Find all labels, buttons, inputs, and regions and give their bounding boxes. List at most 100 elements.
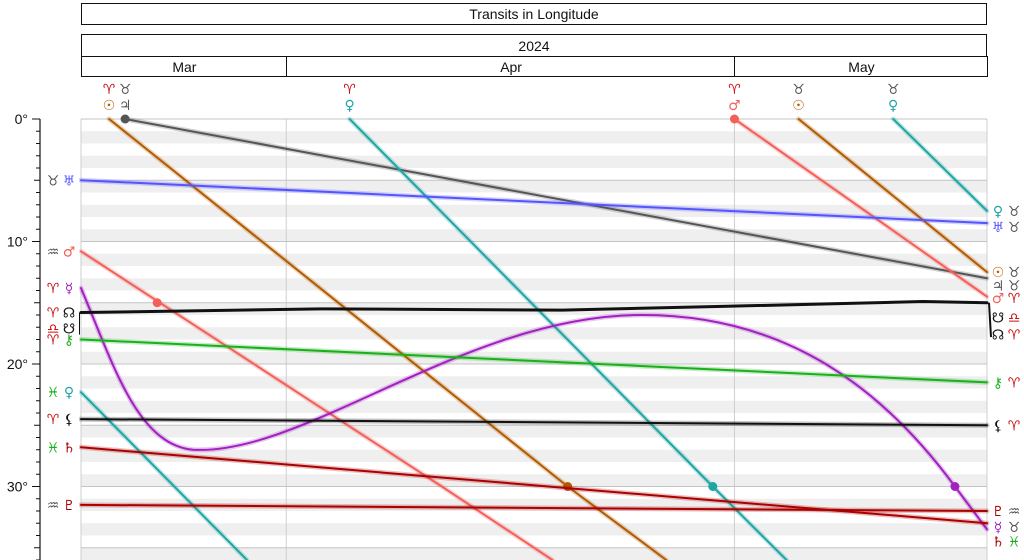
top-label-sign: ♉ bbox=[887, 82, 900, 98]
right-label-planet: ♇ bbox=[992, 504, 1005, 520]
venus-marker bbox=[708, 482, 718, 491]
right-label-planet: ☿ bbox=[994, 520, 1003, 536]
grid-stripe bbox=[81, 131, 987, 144]
top-label-sign: ♉ bbox=[792, 82, 805, 98]
node-right-tick bbox=[988, 302, 992, 338]
top-label-planet: ♀ bbox=[888, 98, 898, 114]
left-label-sign: ♎ bbox=[47, 321, 60, 337]
year-header: 2024 bbox=[81, 34, 987, 56]
grid-stripe bbox=[81, 425, 987, 438]
right-label-planet: ⚷ bbox=[993, 375, 1003, 391]
top-label-planet: ♂ bbox=[728, 98, 741, 114]
chiron-line bbox=[80, 338, 988, 384]
left-label-planet: ♇ bbox=[63, 498, 76, 514]
right-label-sign: ♒ bbox=[1008, 504, 1021, 520]
month-label: Apr bbox=[500, 58, 522, 75]
grid-stripe bbox=[81, 376, 987, 389]
grid-stripe bbox=[81, 547, 987, 560]
jupiter-marker bbox=[120, 114, 130, 124]
grid-stripe bbox=[81, 253, 987, 266]
mars-line bbox=[80, 250, 554, 560]
series-group bbox=[79, 114, 990, 560]
y-tick-label: 30° bbox=[7, 479, 28, 495]
right-label-sign: ♈ bbox=[1008, 418, 1021, 434]
grid-stripe bbox=[81, 400, 987, 413]
grid-stripe bbox=[81, 474, 987, 487]
right-label-sign: ♈ bbox=[1008, 328, 1021, 344]
right-label-planet: ♄ bbox=[992, 535, 1005, 551]
left-label-sign: ♈ bbox=[47, 281, 60, 297]
plot-background bbox=[80, 118, 988, 560]
left-label-planet: ☊ bbox=[63, 306, 75, 322]
right-label-planet: ♅ bbox=[992, 220, 1005, 236]
grid-stripe bbox=[81, 351, 987, 364]
left-label-planet: ☋ bbox=[63, 321, 75, 337]
left-label-planet: ☿ bbox=[65, 281, 74, 297]
pluto-line bbox=[80, 503, 988, 512]
left-label-sign: ♈ bbox=[47, 306, 60, 322]
left-label-planet: ♄ bbox=[63, 440, 76, 456]
grid-stripe bbox=[81, 498, 987, 511]
month-label: May bbox=[848, 58, 875, 75]
right-label-planet: ♀ bbox=[993, 204, 1003, 220]
left-label-sign: ♈ bbox=[47, 333, 60, 349]
true-node-line bbox=[79, 300, 989, 315]
right-label-planet: ♃ bbox=[992, 279, 1005, 295]
grid-stripe bbox=[81, 327, 987, 340]
right-label-sign: ♈ bbox=[1008, 291, 1021, 307]
right-label-planet: ♂ bbox=[992, 291, 1005, 307]
right-label-sign: ♉ bbox=[1008, 204, 1021, 220]
month-cell: Apr bbox=[286, 56, 736, 77]
chart-title: Transits in Longitude bbox=[469, 6, 599, 22]
mars-marker bbox=[729, 114, 739, 124]
grid-stripe bbox=[81, 449, 987, 462]
top-label-sign: ♈ bbox=[343, 82, 356, 98]
mars-marker bbox=[152, 298, 162, 308]
left-label-sign: ♒ bbox=[47, 244, 60, 260]
left-label-sign: ♓ bbox=[47, 385, 60, 401]
right-label-sign: ♓ bbox=[1008, 535, 1021, 551]
left-label-sign: ♒ bbox=[47, 498, 60, 514]
sun-line bbox=[797, 118, 988, 274]
grid-stripe bbox=[81, 204, 987, 217]
right-label-sign: ♎ bbox=[1008, 310, 1021, 326]
left-label-planet: ♅ bbox=[63, 173, 76, 189]
top-label-planet: ☉ bbox=[103, 98, 116, 114]
y-axis: 0° 10° 20° 30° bbox=[7, 111, 41, 560]
left-label-planet: ♂ bbox=[63, 244, 76, 260]
right-label-sign: ♉ bbox=[1008, 265, 1021, 281]
y-tick-label: 20° bbox=[7, 356, 28, 372]
right-label-sign: ♉ bbox=[1008, 220, 1021, 236]
top-label-planet: ♀ bbox=[344, 98, 354, 114]
month-cell: May bbox=[734, 56, 989, 77]
left-label-planet: ♀ bbox=[64, 385, 74, 401]
left-label-sign: ♈ bbox=[47, 412, 60, 428]
right-label-planet: ☉ bbox=[992, 265, 1005, 281]
uranus-line bbox=[80, 179, 988, 225]
grid-stripe bbox=[81, 229, 987, 242]
mars-line bbox=[733, 118, 988, 298]
left-label-planet: ⚷ bbox=[64, 333, 74, 349]
grid-stripe bbox=[81, 155, 987, 168]
grid-stripe bbox=[81, 180, 987, 193]
chart-title-box: Transits in Longitude bbox=[81, 3, 987, 25]
right-label-planet: ☋ bbox=[992, 310, 1004, 326]
venus-line bbox=[892, 118, 988, 212]
mercury-marker bbox=[950, 482, 960, 491]
grid-stripe bbox=[81, 523, 987, 536]
top-label-sign: ♈ bbox=[728, 82, 741, 98]
top-label-planet: ☉ bbox=[792, 98, 805, 114]
left-label-sign: ♉ bbox=[47, 173, 60, 189]
left-label-planet: ⚸ bbox=[64, 412, 74, 428]
top-label-sign: ♈ bbox=[103, 82, 116, 98]
right-label-planet: ☊ bbox=[992, 328, 1004, 344]
lilith-line bbox=[80, 418, 988, 427]
top-label-planet: ♃ bbox=[119, 98, 132, 114]
y-tick-label: 0° bbox=[15, 111, 28, 127]
right-label-sign: ♈ bbox=[1008, 375, 1021, 391]
top-label-sign: ♉ bbox=[119, 82, 132, 98]
grid-stripe bbox=[81, 278, 987, 291]
left-label-sign: ♓ bbox=[47, 440, 60, 456]
right-label-sign: ♉ bbox=[1008, 279, 1021, 295]
